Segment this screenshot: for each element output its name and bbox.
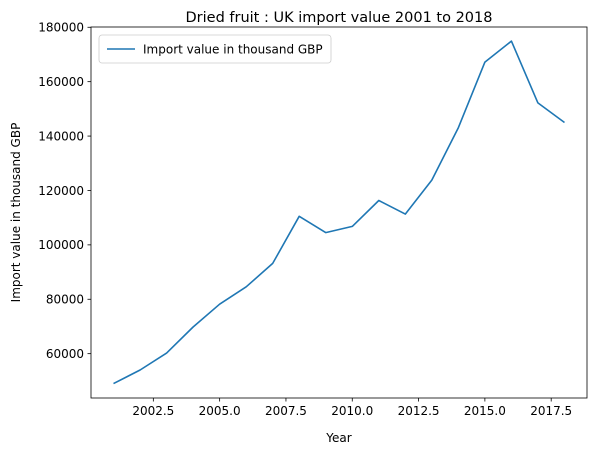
x-tick-label: 2012.5	[398, 404, 440, 418]
y-tick-label: 80000	[46, 293, 84, 307]
x-tick-label: 2002.5	[132, 404, 174, 418]
chart-title: Dried fruit : UK import value 2001 to 20…	[186, 10, 493, 26]
y-axis-label: Import value in thousand GBP	[9, 123, 23, 303]
plot-area	[90, 26, 588, 399]
y-tick-label: 60000	[46, 347, 84, 361]
legend-label: Import value in thousand GBP	[143, 43, 323, 57]
series-lines	[113, 40, 565, 385]
x-tick-label: 2017.5	[530, 404, 572, 418]
x-tick-label: 2015.0	[464, 404, 506, 418]
x-axis-label: Year	[325, 431, 351, 445]
legend-box	[98, 34, 332, 64]
y-axis: 60000 80000 100000 120000 140000 160000 180000	[38, 21, 91, 361]
x-tick-label: 2005.0	[199, 404, 241, 418]
y-tick-label: 120000	[38, 184, 84, 198]
y-tick-label: 140000	[38, 129, 84, 143]
legend: Import value in thousand GBP	[98, 34, 332, 64]
series-line	[113, 40, 565, 385]
y-tick-label: 180000	[38, 21, 84, 35]
x-tick-label: 2010.0	[331, 404, 373, 418]
x-axis: 2002.5 2005.0 2007.5 2010.0 2012.5 2015.0 2017…	[132, 398, 572, 418]
y-tick-label: 160000	[38, 75, 84, 89]
y-tick-label: 100000	[38, 238, 84, 252]
x-tick-label: 2007.5	[265, 404, 307, 418]
